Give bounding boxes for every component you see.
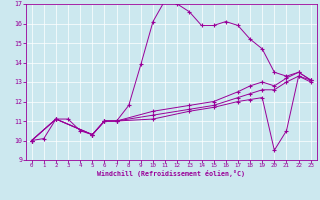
X-axis label: Windchill (Refroidissement éolien,°C): Windchill (Refroidissement éolien,°C) xyxy=(97,170,245,177)
